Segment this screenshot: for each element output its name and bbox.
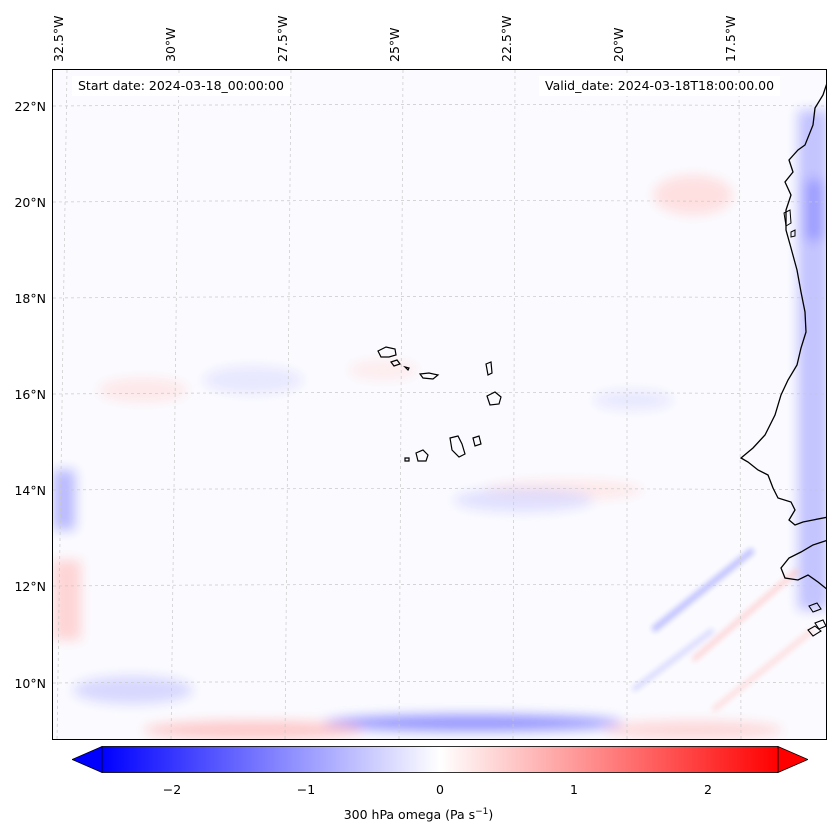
colorbar-tick-minus-2: −2 [162,782,182,797]
coastal-lagoons [783,209,796,238]
island-maio [472,435,482,447]
field-right-edge-blue-strong [805,180,823,240]
field-blue-patch-4 [593,390,673,410]
colorbar-tick-0: 0 [436,782,444,797]
field-blue-patch-2 [453,488,593,512]
island-sal [485,361,493,376]
field-bottom-band-red-left [143,721,363,739]
island-sao-nicolau [418,372,440,380]
colorbar-label: 300 hPa omega (Pa s−1) [343,807,494,823]
colorbar-tick-2: 2 [704,782,712,797]
colorbar [72,746,808,773]
lat-label-12n: 12°N [14,579,46,594]
lon-label-27-5w: 27.5°W [275,15,290,62]
colorbar-extend-left [72,746,103,773]
field-bottom-band-red-right [603,721,783,739]
lon-label-30w: 30°W [163,27,178,62]
island-boa-vista [486,391,502,406]
colorbar-extend-right [777,746,808,773]
field-red-patch-4 [348,360,418,380]
field-red-streak-1 [653,175,733,215]
field-blue-patch-1 [73,676,193,704]
lat-label-20n: 20°N [14,195,46,210]
lon-label-32-5w: 32.5°W [51,15,66,62]
field-red-patch-3 [98,378,188,402]
lat-label-10n: 10°N [14,676,46,691]
map-panel [52,69,827,740]
island-santiago [449,435,466,458]
colorbar-gradient [101,746,779,773]
omega-field-map [53,70,826,739]
lat-label-22n: 22°N [14,99,46,114]
gridlines [53,70,826,739]
cape-verde-islands [377,346,502,462]
lat-label-14n: 14°N [14,483,46,498]
island-brava [404,457,410,462]
lon-label-22-5w: 22.5°W [499,15,514,62]
field-left-edge-red [53,560,81,640]
colorbar-tick-1: 1 [570,782,578,797]
bissagos-islands [807,602,826,637]
valid-date-label: Valid_date: 2024-03-18T18:00:00.00 [539,76,781,96]
island-santo-antao [377,346,397,358]
island-fogo [415,449,429,462]
field-bottom-band-blue [323,715,623,731]
guinea-bissau-coast [780,539,826,590]
field-blue-patch-3 [203,366,303,394]
omega-field [53,110,826,739]
lon-label-25w: 25°W [387,27,402,62]
colorbar-tick-minus-1: −1 [296,782,316,797]
west-african-coastline [739,83,826,526]
lon-label-17-5w: 17.5°W [723,15,738,62]
lat-label-18n: 18°N [14,291,46,306]
island-sao-vicente [390,359,401,367]
start-date-label: Start date: 2024-03-18_00:00:00 [72,76,290,96]
field-left-edge-blue [53,470,75,530]
lon-label-20w: 20°W [611,27,626,62]
omega-diagonal-streaks [631,547,815,712]
island-santa-luzia [403,365,410,372]
lat-label-16n: 16°N [14,387,46,402]
